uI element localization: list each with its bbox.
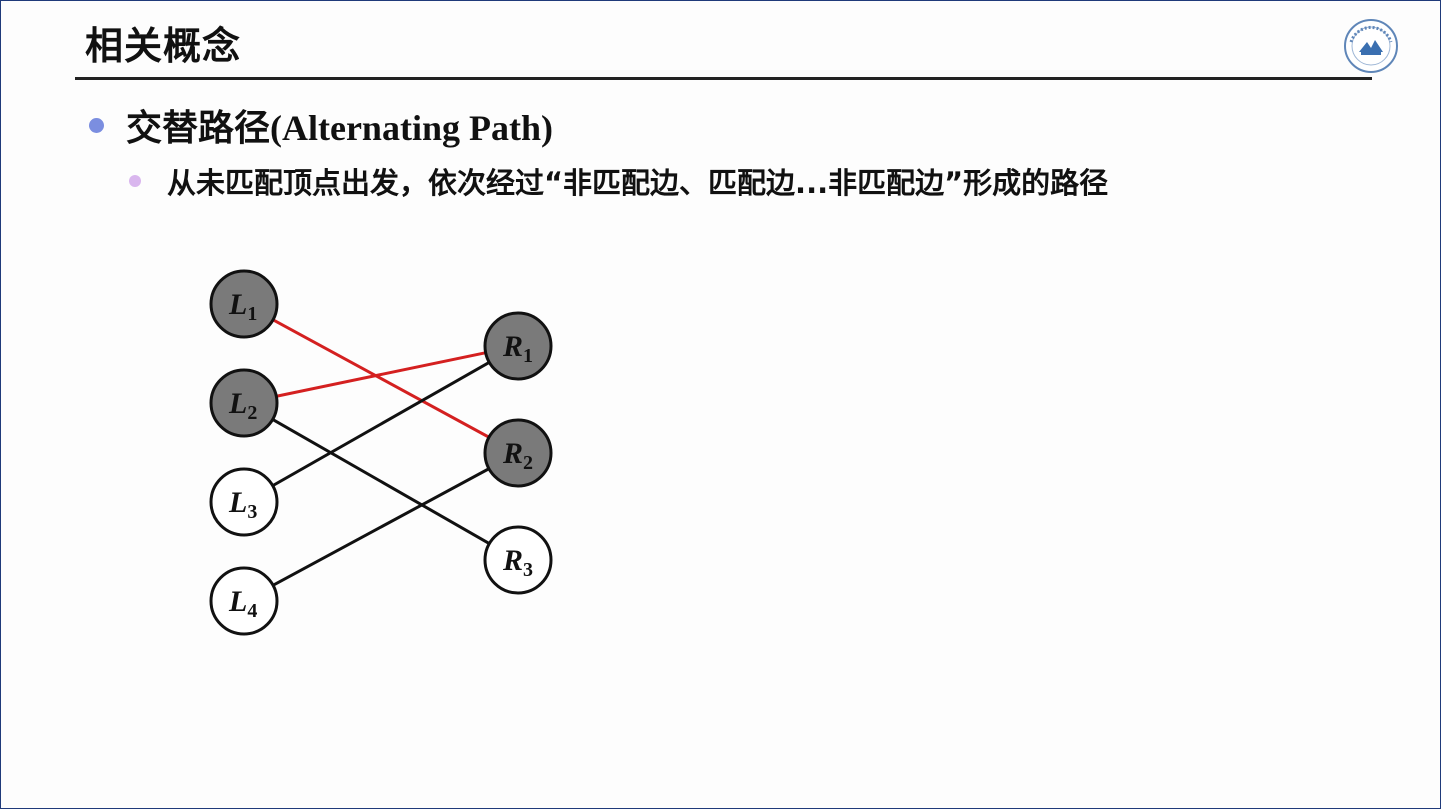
node-l2: L2 <box>209 368 279 438</box>
node-label: R3 <box>502 544 533 581</box>
node-letter: R <box>502 437 523 470</box>
node-label: R2 <box>502 437 533 474</box>
node-l4: L4 <box>209 566 279 636</box>
node-letter: L <box>228 486 247 519</box>
node-label: L2 <box>228 387 257 424</box>
sub-bullet-definition: 从未匹配顶点出发，依次经过“非匹配边、匹配边...非匹配边”形成的路径 <box>129 161 1108 201</box>
node-subscript: 1 <box>523 345 533 367</box>
node-label: L1 <box>228 288 257 325</box>
node-circle <box>483 418 553 488</box>
edge-l3-r1 <box>243 344 519 504</box>
node-l1: L1 <box>209 269 279 339</box>
node-circle <box>483 311 553 381</box>
node-subscript: 2 <box>523 452 533 474</box>
node-l3: L3 <box>209 467 279 537</box>
node-label: L3 <box>228 486 257 523</box>
node-r1: R1 <box>483 311 553 381</box>
node-subscript: 4 <box>247 600 257 622</box>
edge-l2-r1 <box>243 344 519 405</box>
node-r2: R2 <box>483 418 553 488</box>
node-circle <box>209 368 279 438</box>
node-subscript: 2 <box>247 402 257 424</box>
node-circle <box>209 566 279 636</box>
sub-bullet-text: 从未匹配顶点出发，依次经过“非匹配边、匹配边...非匹配边”形成的路径 <box>167 166 1109 200</box>
node-circle <box>483 525 553 595</box>
node-subscript: 3 <box>523 559 533 581</box>
edge-l4-r2 <box>243 451 519 603</box>
bullet-dot-icon <box>89 117 104 133</box>
node-r3: R3 <box>483 525 553 595</box>
bullet-main-text: 交替路径(Alternating Path) <box>126 108 553 148</box>
sub-bullet-dot-icon <box>129 175 141 187</box>
node-label: L4 <box>228 585 257 622</box>
node-label: R1 <box>502 330 533 367</box>
university-logo-icon <box>1344 19 1398 73</box>
node-letter: R <box>502 544 523 577</box>
node-circle <box>209 467 279 537</box>
node-letter: L <box>228 387 247 420</box>
slide-title: 相关概念 <box>85 24 242 68</box>
title-divider <box>75 77 1372 80</box>
node-letter: L <box>228 288 247 321</box>
node-letter: R <box>502 330 523 363</box>
bullet-alternating-path: 交替路径(Alternating Path) <box>89 101 553 149</box>
edge-l2-r3 <box>243 401 519 562</box>
node-circle <box>209 269 279 339</box>
node-subscript: 1 <box>247 303 257 325</box>
node-subscript: 3 <box>247 501 257 523</box>
edge-l1-r2 <box>243 302 519 455</box>
node-letter: L <box>228 585 247 618</box>
